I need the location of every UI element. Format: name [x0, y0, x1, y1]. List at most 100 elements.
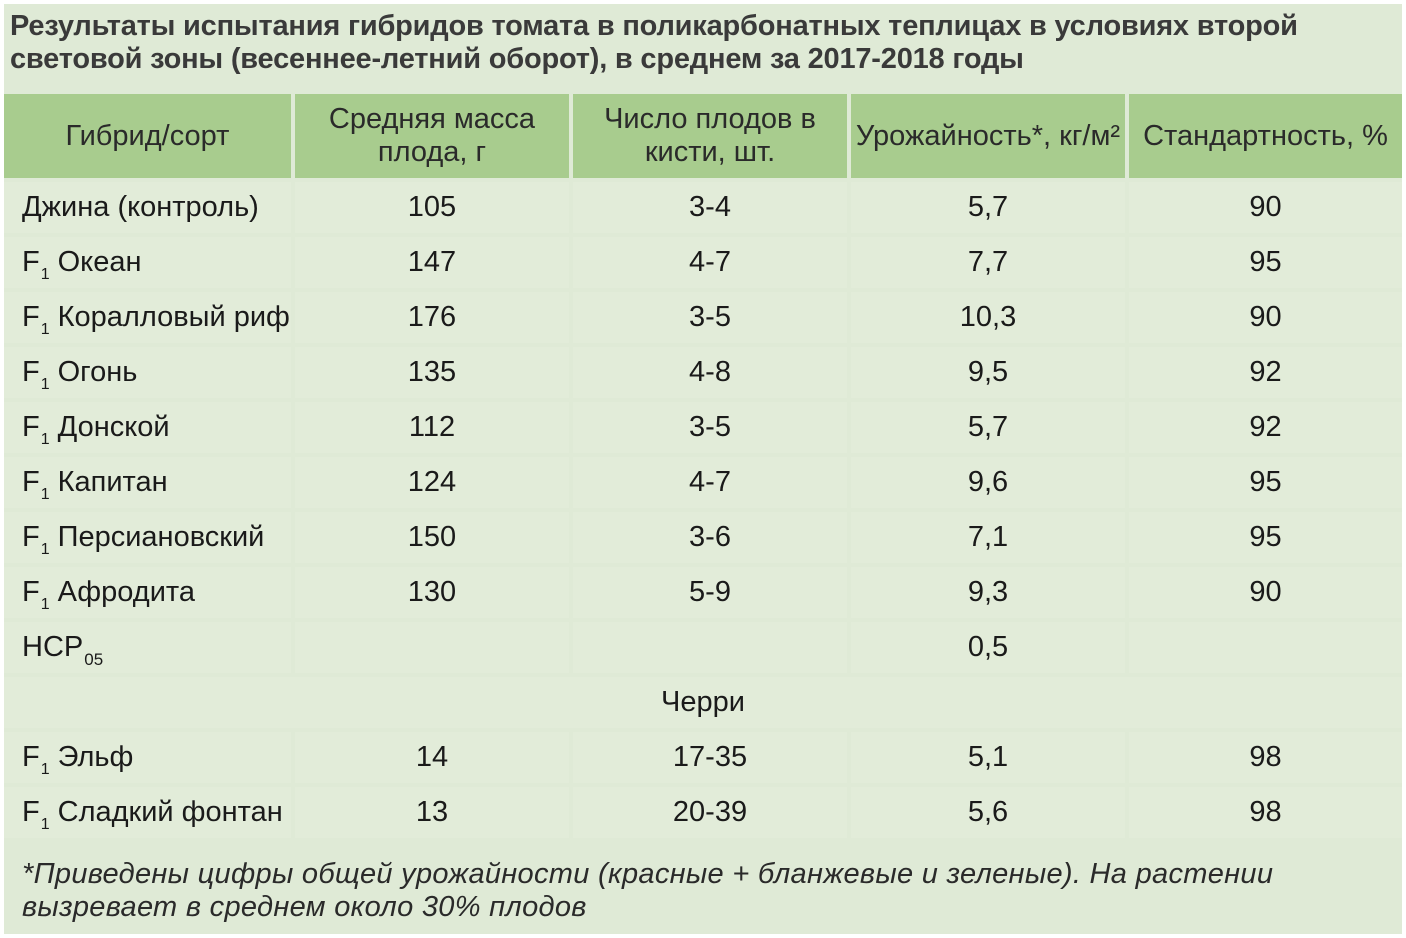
standard-cell: 90: [1129, 182, 1402, 233]
hybrid-prefix-subscript: 1: [40, 486, 50, 503]
standard-cell: 90: [1129, 292, 1402, 343]
fruits-cell: 4-8: [573, 347, 847, 398]
hybrid-name: Афродита: [57, 576, 195, 608]
fruits-cell: 3-5: [573, 292, 847, 343]
mass-cell: 150: [295, 512, 569, 563]
standard-cell: 98: [1129, 732, 1402, 783]
fruits-cell: 5-9: [573, 567, 847, 618]
standard-cell: 92: [1129, 402, 1402, 453]
header-hybrid: Гибрид/сорт: [4, 94, 291, 178]
yield-cell: 5,7: [851, 182, 1125, 233]
hybrid-name-cell: F 1 Афродита: [4, 567, 291, 618]
mass-cell: 135: [295, 347, 569, 398]
fruits-cell: 20-39: [573, 787, 847, 838]
section-label: Черри: [4, 677, 1402, 728]
fruits-cell: 4-7: [573, 237, 847, 288]
hybrid-prefix-subscript: 1: [40, 761, 50, 778]
hybrid-prefix: F: [22, 741, 40, 773]
yield-cell: 7,7: [851, 237, 1125, 288]
standard-cell: 92: [1129, 347, 1402, 398]
hybrid-name: Огонь: [57, 356, 138, 388]
mass-cell: 147: [295, 237, 569, 288]
hybrid-name: Сладкий фонтан: [57, 796, 283, 828]
standard-cell: 95: [1129, 457, 1402, 508]
table-row: F 1 Персиановский 150 3-6 7,1 95: [4, 512, 1402, 563]
yield-cell: 9,5: [851, 347, 1125, 398]
hybrid-name-cell: F 1 Персиановский: [4, 512, 291, 563]
hybrid-prefix: F: [22, 796, 40, 828]
hybrid-prefix-subscript: 1: [40, 431, 50, 448]
yield-cell: 5,7: [851, 402, 1125, 453]
nsr-row: НСР 05 0,5: [4, 622, 1402, 673]
fruits-cell: 3-5: [573, 402, 847, 453]
hybrid-prefix: F: [22, 301, 40, 333]
hybrid-name: Эльф: [57, 741, 134, 773]
hybrid-name-cell: F 1 Донской: [4, 402, 291, 453]
header-standard: Стандартность, %: [1129, 94, 1402, 178]
standard-cell: 90: [1129, 567, 1402, 618]
hybrid-name-cell: F 1 Океан: [4, 237, 291, 288]
table-row: F 1 Капитан 124 4-7 9,6 95: [4, 457, 1402, 508]
hybrid-prefix: F: [22, 246, 40, 278]
table-row: F 1 Эльф 14 17-35 5,1 98: [4, 732, 1402, 783]
hybrid-name: Коралловый риф: [57, 301, 290, 333]
hybrid-prefix-subscript: 1: [40, 321, 50, 338]
table-row: F 1 Коралловый риф 176 3-5 10,3 90: [4, 292, 1402, 343]
hybrid-name-cell: F 1 Сладкий фонтан: [4, 787, 291, 838]
yield-cell: 7,1: [851, 512, 1125, 563]
hybrid-name-cell: Джина (контроль): [4, 182, 291, 233]
yield-cell: 10,3: [851, 292, 1125, 343]
mass-cell: 130: [295, 567, 569, 618]
hybrid-prefix-subscript: 1: [40, 376, 50, 393]
hybrid-name-cell: F 1 Огонь: [4, 347, 291, 398]
hybrid-name: Капитан: [57, 466, 168, 498]
standard-cell: 98: [1129, 787, 1402, 838]
hybrid-prefix-subscript: 1: [40, 541, 50, 558]
hybrid-name-cell: F 1 Коралловый риф: [4, 292, 291, 343]
hybrid-prefix: F: [22, 576, 40, 608]
header-row: Гибрид/сорт Средняя масса плода, г Число…: [4, 94, 1402, 178]
hybrid-prefix: F: [22, 356, 40, 388]
standard-cell: 95: [1129, 237, 1402, 288]
hybrid-name: Донской: [57, 411, 170, 443]
yield-cell: 9,3: [851, 567, 1125, 618]
nsr-label: НСР: [22, 631, 84, 663]
yield-cell: 0,5: [851, 622, 1125, 673]
table-row: F 1 Огонь 135 4-8 9,5 92: [4, 347, 1402, 398]
hybrid-name-cell: F 1 Капитан: [4, 457, 291, 508]
hybrid-prefix: F: [22, 411, 40, 443]
fruits-cell: 4-7: [573, 457, 847, 508]
hybrid-name: Океан: [57, 246, 142, 278]
table-body: Джина (контроль) 105 3-4 5,7 90 F 1 Океан 147 4-7…: [4, 182, 1402, 838]
header-yield: Урожайность*, кг/м²: [851, 94, 1125, 178]
yield-cell: 9,6: [851, 457, 1125, 508]
mass-cell: [295, 622, 569, 673]
fruits-cell: 17-35: [573, 732, 847, 783]
yield-cell: 5,6: [851, 787, 1125, 838]
header-mass: Средняя масса плода, г: [295, 94, 569, 178]
mass-cell: 13: [295, 787, 569, 838]
header-fruits: Число плодов в кисти, шт.: [573, 94, 847, 178]
hybrid-prefix-subscript: 1: [40, 596, 50, 613]
fruits-cell: 3-6: [573, 512, 847, 563]
nsr-label-cell: НСР 05: [4, 622, 291, 673]
mass-cell: 105: [295, 182, 569, 233]
table-row: F 1 Афродита 130 5-9 9,3 90: [4, 567, 1402, 618]
table-row: F 1 Сладкий фонтан 13 20-39 5,6 98: [4, 787, 1402, 838]
footnote: *Приведены цифры общей урожайности (крас…: [22, 858, 1274, 923]
mass-cell: 112: [295, 402, 569, 453]
hybrid-name: Персиановский: [57, 521, 265, 553]
standard-cell: [1129, 622, 1402, 673]
fruits-cell: [573, 622, 847, 673]
section-row-cherry: Черри: [4, 677, 1402, 728]
results-table: Гибрид/сорт Средняя масса плода, г Число…: [4, 94, 1402, 842]
table-row: F 1 Океан 147 4-7 7,7 95: [4, 237, 1402, 288]
fruits-cell: 3-4: [573, 182, 847, 233]
table-title: Результаты испытания гибридов томата в п…: [10, 10, 1298, 75]
hybrid-prefix-subscript: 1: [40, 266, 50, 283]
mass-cell: 124: [295, 457, 569, 508]
hybrid-prefix: F: [22, 521, 40, 553]
mass-cell: 176: [295, 292, 569, 343]
table-row: F 1 Донской 112 3-5 5,7 92: [4, 402, 1402, 453]
mass-cell: 14: [295, 732, 569, 783]
